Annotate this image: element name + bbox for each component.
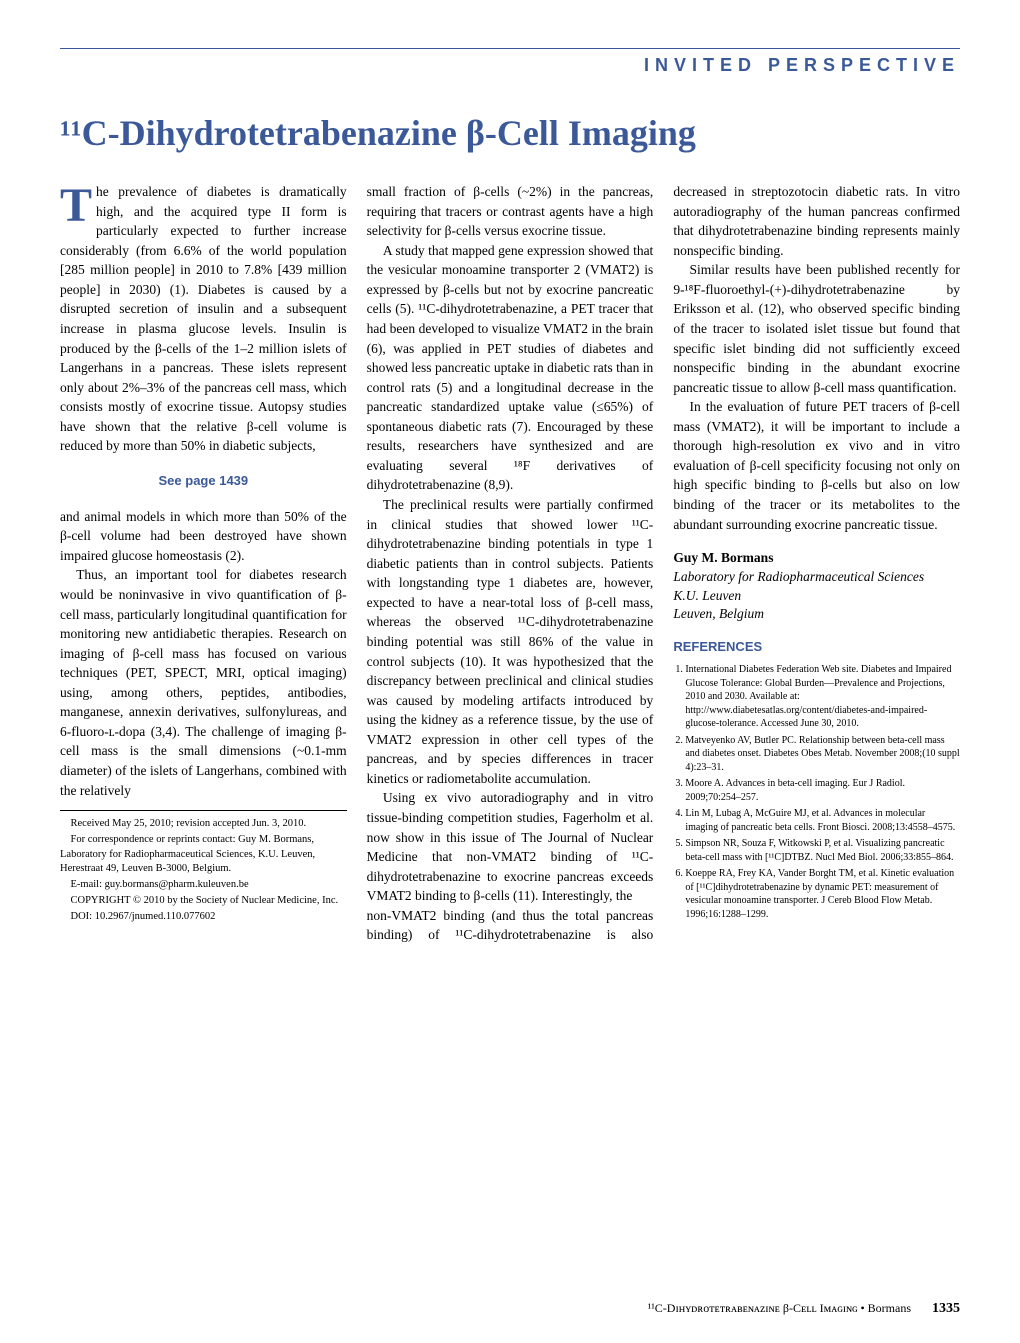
paragraph: Using ex vivo autoradiography and in vit… [367,788,654,905]
references-list: International Diabetes Federation Web si… [673,663,960,921]
author-block: Guy M. Bormans Laboratory for Radiopharm… [673,548,960,624]
body-columns: The prevalence of diabetes is dramatical… [60,182,960,945]
reference-item: Lin M, Lubag A, McGuire MJ, et al. Advan… [685,807,960,834]
author-affiliation: Leuven, Belgium [673,605,960,624]
paragraph: Thus, an important tool for diabetes res… [60,565,347,800]
footnote: E-mail: guy.bormans@pharm.kuleuven.be [60,878,347,892]
paragraph: The preclinical results were partially c… [367,495,654,788]
dropcap: T [60,182,96,227]
footnotes-block: Received May 25, 2010; revision accepted… [60,810,347,924]
reference-item: International Diabetes Federation Web si… [685,663,960,731]
page-number: 1335 [932,1301,960,1316]
paragraph: The prevalence of diabetes is dramatical… [60,182,347,456]
references-heading: REFERENCES [673,638,960,657]
article-title: ¹¹C-Dihydrotetrabenazine β-Cell Imaging [60,112,960,154]
running-head: ¹¹C-Dɪʜʏᴅʀᴏᴛᴇᴛʀᴀʙᴇɴᴀᴢɪɴᴇ β-Cᴇʟʟ Iᴍᴀɢɪɴɢ … [648,1301,911,1315]
page-footer: ¹¹C-Dɪʜʏᴅʀᴏᴛᴇᴛʀᴀʙᴇɴᴀᴢɪɴᴇ β-Cᴇʟʟ Iᴍᴀɢɪɴɢ … [648,1301,960,1317]
footnote: Received May 25, 2010; revision accepted… [60,817,347,831]
paragraph: In the evaluation of future PET tracers … [673,397,960,534]
author-affiliation: Laboratory for Radiopharmaceutical Scien… [673,568,960,587]
divider [60,810,347,811]
footnote: COPYRIGHT © 2010 by the Society of Nucle… [60,894,347,908]
reference-item: Koeppe RA, Frey KA, Vander Borght TM, et… [685,867,960,921]
author-name: Guy M. Bormans [673,548,960,568]
paragraph: Similar results have been published rece… [673,260,960,397]
paragraph: A study that mapped gene expression show… [367,241,654,495]
section-header: INVITED PERSPECTIVE [60,48,960,76]
reference-item: Moore A. Advances in beta-cell imaging. … [685,777,960,804]
section-header-label: INVITED PERSPECTIVE [644,55,960,75]
footnote: For correspondence or reprints contact: … [60,833,347,876]
see-page-callout: See page 1439 [60,472,347,491]
reference-item: Matveyenko AV, Butler PC. Relationship b… [685,734,960,775]
paragraph: and animal models in which more than 50%… [60,507,347,566]
paragraph: small fraction of β-cells (~2%) in the p… [367,182,654,241]
reference-item: Simpson NR, Souza F, Witkowski P, et al.… [685,837,960,864]
footnote: DOI: 10.2967/jnumed.110.077602 [60,910,347,924]
author-affiliation: K.U. Leuven [673,587,960,606]
